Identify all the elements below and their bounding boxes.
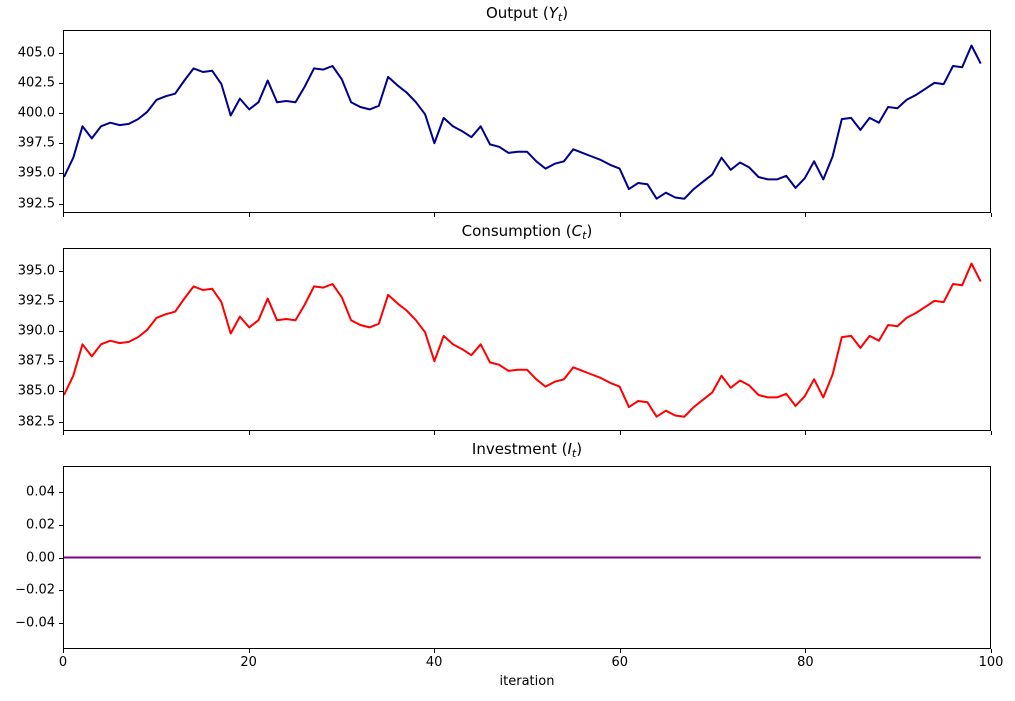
title-math-symbol: I [567,440,572,458]
y-tick-mark [59,53,63,54]
x-tick-label: 20 [240,655,257,670]
y-tick-mark [59,143,63,144]
title-math-subscript: t [557,11,563,24]
output-line [64,44,982,200]
x-tick-mark [805,431,806,435]
title-math-symbol: Y [548,4,558,22]
y-tick-mark [59,391,63,392]
title-text: ) [576,440,583,458]
y-tick-mark [59,271,63,272]
y-tick-mark [59,492,63,493]
y-tick-mark [59,558,63,559]
output-line-canvas [64,44,982,200]
y-tick-mark [59,525,63,526]
x-tick-mark [805,213,806,217]
x-tick-mark [249,431,250,435]
x-axis-label: iteration [499,674,555,689]
consumption-line-canvas [64,262,982,418]
y-tick-mark [59,113,63,114]
x-tick-mark [434,431,435,435]
x-tick-label: 0 [58,655,68,670]
x-tick-label: 100 [978,655,1004,670]
y-tick-label: 390.0 [17,323,55,339]
y-tick-label: 400.0 [17,105,55,121]
title-text: Investment ( [471,440,568,458]
y-tick-mark [59,361,63,362]
y-tick-label: 0.04 [26,484,55,500]
x-tick-label: 80 [797,655,814,670]
x-tick-mark [991,213,992,217]
x-tick-mark [249,649,250,653]
x-tick-mark [249,213,250,217]
investment-line-canvas [64,556,981,559]
x-tick-mark [63,213,64,217]
y-tick-label: 385.0 [17,383,55,399]
y-tick-mark [59,590,63,591]
y-tick-mark [59,331,63,332]
x-tick-mark [991,431,992,435]
x-tick-mark [620,213,621,217]
investment-chart-title: Investment (It) [63,439,991,460]
x-tick-label: 60 [611,655,629,670]
x-tick-mark [63,431,64,435]
title-text: Output ( [485,4,549,22]
y-tick-label: 405.0 [17,45,55,61]
x-tick-mark [620,649,621,653]
output-chart-title: Output (Yt) [63,3,991,24]
y-tick-label: 402.5 [17,75,55,91]
y-tick-label: 392.5 [17,293,55,309]
x-tick-label: 40 [425,655,443,670]
y-tick-label: 0.00 [26,550,55,565]
consumption-chart-title: Consumption (Ct) [63,221,991,242]
y-tick-label: 387.5 [17,353,55,369]
y-tick-label: 397.5 [17,135,55,151]
x-tick-mark [63,649,64,653]
consumption-plot-area [63,248,991,431]
title-text: ) [562,4,569,22]
y-tick-mark [59,301,63,302]
title-math-subscript: t [582,229,587,242]
y-tick-mark [59,422,63,423]
title-text: Consumption ( [461,222,572,240]
x-tick-mark [805,649,806,653]
output-plot-area [63,30,991,213]
y-tick-label: −0.04 [15,615,55,631]
x-tick-mark [434,213,435,217]
y-tick-mark [59,173,63,174]
y-tick-mark [59,83,63,84]
y-tick-label: 395.0 [17,165,55,181]
investment-plot-area [63,466,991,649]
y-tick-mark [59,204,63,205]
title-math-subscript: t [571,447,577,460]
y-tick-mark [59,623,63,624]
x-tick-mark [991,649,992,653]
y-tick-label: 382.5 [17,414,55,430]
x-tick-mark [434,649,435,653]
consumption-line [64,262,982,418]
title-text: ) [586,222,593,240]
y-tick-label: 395.0 [17,263,55,279]
y-tick-label: 0.02 [26,517,55,533]
y-tick-label: 392.5 [17,196,55,212]
y-tick-label: −0.02 [15,582,55,598]
x-tick-mark [620,431,621,435]
title-math-symbol: C [571,222,583,240]
